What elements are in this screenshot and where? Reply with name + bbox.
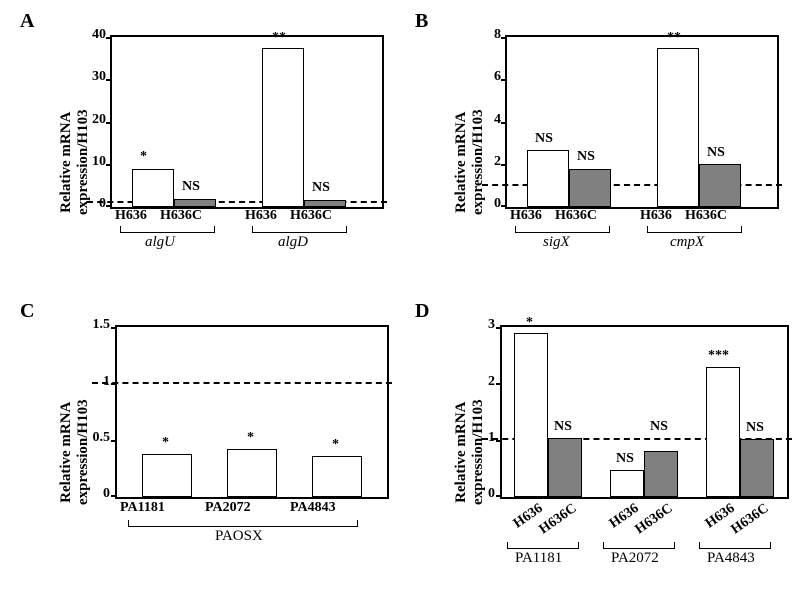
group-label: cmpX (670, 234, 704, 251)
sig-algU-H636C: NS (182, 179, 200, 195)
sig-algD-H636C: NS (312, 180, 330, 196)
panel-d-plot: * NS NS NS *** NS (500, 325, 789, 499)
panel-b-label: B (415, 10, 428, 33)
xcat: H636C (290, 208, 332, 224)
sig: * (162, 435, 169, 451)
panel-a: A Relative mRNA expression/H103 * NS ** … (20, 10, 390, 290)
xcat: PA4843 (290, 500, 336, 516)
panel-c-plot: * * * (115, 325, 389, 499)
y-label-line1: Relative mRNA (58, 402, 74, 503)
figure: A Relative mRNA expression/H103 * NS ** … (0, 0, 800, 606)
panel-b-plot: NS NS ** NS (505, 35, 779, 209)
xcat: PA2072 (205, 500, 251, 516)
xcat: H636 (640, 208, 672, 224)
y-label-line1: Relative mRNA (453, 402, 469, 503)
bar-PA1181-H636C (548, 438, 582, 497)
bar-PA1181-H636 (514, 333, 548, 497)
bar-cmpX-H636C (699, 164, 741, 207)
group-label: PAOSX (215, 528, 263, 545)
group-label: PA1181 (515, 550, 562, 567)
xcat: H636C (160, 208, 202, 224)
bracket (603, 542, 675, 549)
xcat: H636C (555, 208, 597, 224)
bracket (128, 520, 358, 527)
panel-a-label: A (20, 10, 34, 33)
bar-algU-H636 (132, 169, 174, 207)
bar-PA2072-H636C (644, 451, 678, 497)
bar-cmpX-H636 (657, 48, 699, 207)
panel-b: B Relative mRNA expression/H103 NS NS **… (415, 10, 785, 290)
sig: NS (535, 131, 553, 147)
sig: *** (708, 348, 729, 364)
bracket (515, 226, 610, 233)
group-label: algU (145, 234, 175, 251)
sig: * (247, 430, 254, 446)
sig-algD-H636: ** (272, 30, 286, 46)
xcat: H636 (245, 208, 277, 224)
group-label: PA2072 (611, 550, 659, 567)
panel-b-ylabel: Relative mRNA expression/H103 (453, 109, 487, 215)
panel-c-label: C (20, 300, 34, 323)
sig: NS (577, 149, 595, 165)
xcat: PA1181 (120, 500, 165, 516)
bar-PA1181 (142, 454, 192, 497)
panel-c: C Relative mRNA expression/H103 * * * 1.… (20, 300, 390, 590)
bar-PA4843-H636 (706, 367, 740, 497)
panel-d: D Relative mRNA expression/H103 * NS NS … (415, 300, 790, 600)
xcat: H636 (115, 208, 147, 224)
group-label: PA4843 (707, 550, 755, 567)
sig: ** (667, 30, 681, 46)
sig: NS (616, 451, 634, 467)
bar-PA4843 (312, 456, 362, 497)
bracket (252, 226, 347, 233)
xcat: H636 (510, 208, 542, 224)
group-label: algD (278, 234, 308, 251)
bar-algU-H636C (174, 199, 216, 207)
sig: * (526, 315, 533, 331)
group-label: sigX (543, 234, 570, 251)
bar-PA4843-H636C (740, 439, 774, 497)
panel-d-label: D (415, 300, 429, 323)
sig-algU-H636: * (140, 149, 147, 165)
xcat: H636C (685, 208, 727, 224)
sig: NS (650, 419, 668, 435)
bar-PA2072-H636 (610, 470, 644, 497)
panel-c-refline (92, 382, 392, 384)
bar-sigX-H636C (569, 169, 611, 207)
bracket (699, 542, 771, 549)
bracket (507, 542, 579, 549)
y-label-line1: Relative mRNA (453, 112, 469, 213)
bar-PA2072 (227, 449, 277, 497)
y-label-line1: Relative mRNA (58, 112, 74, 213)
sig: NS (707, 145, 725, 161)
sig: NS (554, 419, 572, 435)
bracket (647, 226, 742, 233)
bracket (120, 226, 215, 233)
bar-algD-H636 (262, 48, 304, 207)
sig: NS (746, 420, 764, 436)
bar-sigX-H636 (527, 150, 569, 207)
sig: * (332, 437, 339, 453)
bar-algD-H636C (304, 200, 346, 207)
panel-a-plot: * NS ** NS (110, 35, 384, 209)
